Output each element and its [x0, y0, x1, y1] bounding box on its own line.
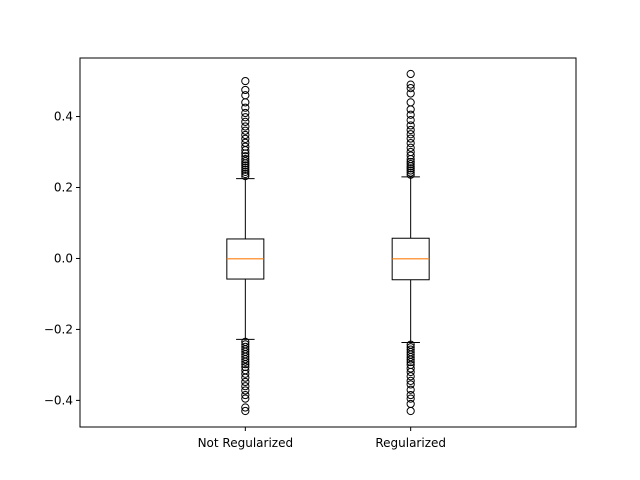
outlier-point [406, 380, 415, 389]
outlier-point [241, 167, 250, 176]
y-tick-label: 0.2 [54, 181, 73, 195]
outlier-point [241, 386, 250, 395]
outlier-point [406, 143, 415, 152]
outlier-point [241, 403, 250, 412]
outlier-point [241, 155, 250, 164]
outlier-point [406, 84, 415, 93]
y-tick-label: −0.4 [44, 393, 73, 407]
outlier-point [406, 130, 415, 139]
outlier-point [241, 163, 250, 172]
outlier-point [406, 121, 415, 130]
outlier-point [241, 76, 250, 86]
outlier-point [406, 385, 415, 394]
outlier-point [241, 108, 250, 118]
outlier-point [406, 125, 415, 135]
outlier-point [241, 138, 250, 147]
outlier-point [241, 134, 250, 143]
outlier-point [241, 373, 250, 382]
outlier-point [406, 80, 415, 89]
outlier-point [406, 367, 415, 377]
outlier-point [406, 115, 415, 125]
outlier-point [406, 159, 415, 169]
outlier-point [241, 382, 250, 391]
outlier-point [406, 147, 415, 157]
outlier-point [406, 355, 415, 364]
outlier-point [406, 139, 415, 148]
outlier-point [241, 152, 250, 161]
y-tick-label: 0.4 [54, 110, 73, 124]
outlier-point [241, 394, 250, 403]
outlier-point [241, 406, 250, 416]
outlier-point [406, 69, 415, 79]
outlier-point [406, 357, 415, 367]
y-axis: −0.4 −0.2 0.0 0.2 0.4 [44, 110, 80, 407]
outlier-point [241, 103, 250, 112]
outlier-point [241, 165, 250, 174]
outlier-point [406, 89, 415, 98]
outlier-point [406, 170, 415, 179]
outlier-point [406, 168, 415, 177]
outlier-point [406, 394, 415, 403]
outlier-point [241, 85, 250, 95]
outlier-point [241, 161, 250, 170]
outlier-point [241, 122, 250, 131]
outlier-point [406, 406, 415, 416]
outlier-point [241, 113, 250, 122]
axes-frame [79, 57, 577, 428]
outlier-point [406, 151, 415, 160]
outlier-point [241, 357, 250, 366]
x-tick-label: Not Regularized [198, 436, 294, 450]
outlier-point [241, 369, 250, 378]
outlier-point [241, 130, 250, 140]
outlier-point [406, 353, 415, 362]
outlier-point [406, 372, 415, 381]
outlier-point [241, 172, 250, 181]
outlier-point [406, 134, 415, 143]
plot-area [226, 69, 430, 416]
outlier-point [406, 98, 415, 107]
outlier-point [241, 91, 250, 100]
outlier-point [406, 376, 415, 385]
outlier-point [241, 377, 250, 387]
x-axis: Not Regularized Regularized [198, 427, 446, 450]
outlier-point [406, 164, 415, 173]
x-tick-label: Regularized [375, 436, 446, 450]
outlier-point [406, 390, 415, 400]
boxplot-1 [226, 76, 265, 416]
outlier-point [406, 110, 415, 119]
outlier-point [241, 157, 250, 166]
boxplot-2 [391, 69, 430, 416]
y-tick-label: −0.2 [44, 322, 73, 336]
y-tick-label: 0.0 [54, 251, 73, 265]
outlier-point [241, 126, 250, 135]
outlier-point [241, 142, 250, 151]
outlier-point [241, 117, 250, 126]
outlier-point [241, 360, 250, 369]
outlier-point [241, 355, 250, 364]
outlier-point [406, 157, 415, 167]
outlier-point [406, 364, 415, 373]
outlier-point [406, 166, 415, 175]
outlier-point [241, 169, 250, 179]
outlier-point [241, 390, 250, 400]
